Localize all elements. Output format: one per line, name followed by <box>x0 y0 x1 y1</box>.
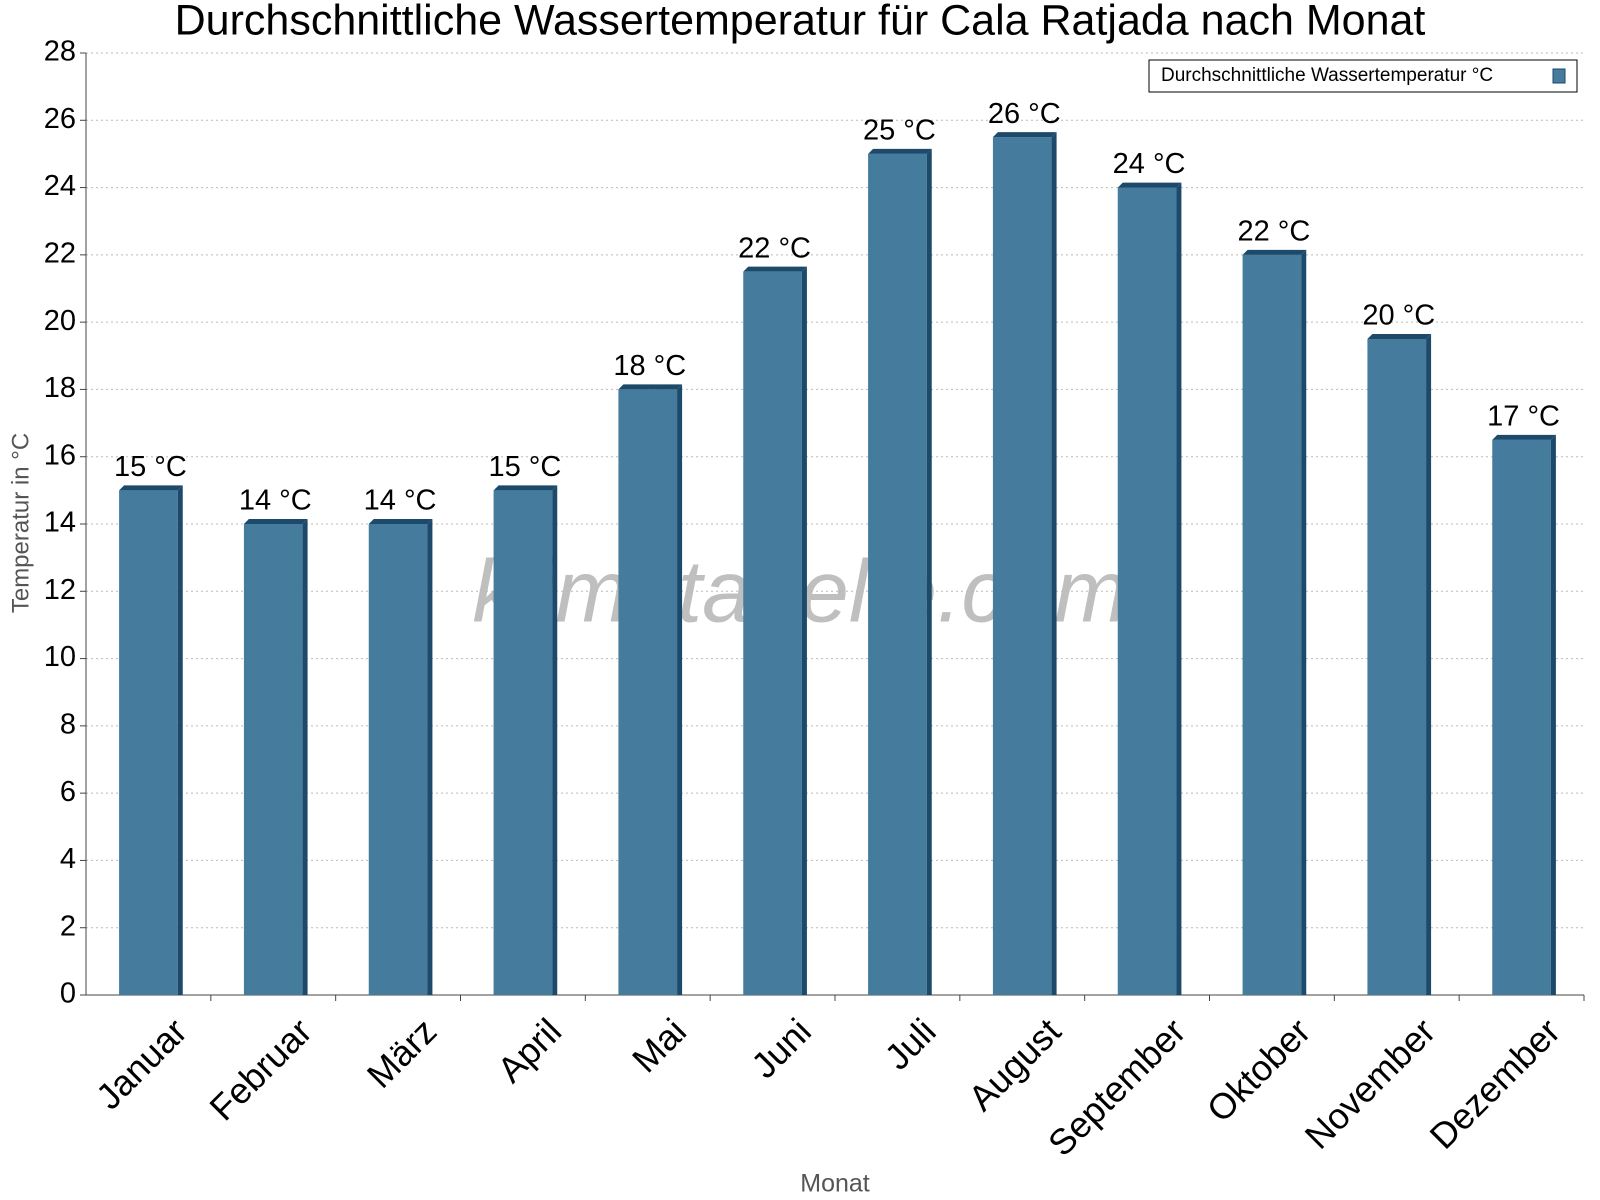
bar <box>243 524 303 995</box>
x-tick-label: Januar <box>88 1010 195 1117</box>
y-tick-label: 22 <box>44 238 76 270</box>
bar <box>493 490 553 995</box>
x-tick-label: Oktober <box>1199 1010 1319 1130</box>
bar-side <box>801 266 807 995</box>
bar-side <box>302 519 308 995</box>
y-tick-label: 0 <box>60 978 76 1010</box>
bar-side <box>677 384 683 995</box>
bar <box>743 271 802 995</box>
y-tick-label: 26 <box>44 103 76 135</box>
value-label: 24 °C <box>1113 148 1186 180</box>
bar-side <box>1301 249 1307 995</box>
bar <box>1367 338 1427 995</box>
bar-top <box>1492 434 1556 440</box>
bar <box>1242 254 1302 995</box>
value-label: 14 °C <box>364 485 437 517</box>
bar <box>1117 187 1177 996</box>
y-axis-label: Temperatur in °C <box>7 433 34 613</box>
y-tick-label: 28 <box>44 36 76 68</box>
bar-side <box>427 519 433 995</box>
x-tick-label: Dezember <box>1421 1010 1567 1156</box>
bar-side <box>1176 182 1182 996</box>
x-tick-label: November <box>1297 1010 1443 1156</box>
bar-top <box>1242 249 1307 255</box>
bar-top <box>1117 182 1182 188</box>
bar-top <box>1367 333 1432 339</box>
value-label: 22 °C <box>738 232 811 264</box>
value-label: 14 °C <box>239 485 312 517</box>
x-tick-label: Juli <box>877 1010 944 1077</box>
bar <box>868 153 927 995</box>
x-tick-label: April <box>489 1010 569 1090</box>
y-tick-label: 14 <box>44 507 76 539</box>
x-axis-label: Monat <box>800 1170 870 1198</box>
x-tick-label: Februar <box>201 1010 319 1128</box>
bar-top <box>618 384 683 390</box>
y-tick-label: 18 <box>44 372 76 404</box>
y-tick-label: 10 <box>44 641 76 673</box>
bar <box>368 524 428 995</box>
x-tick-label: Juni <box>743 1010 819 1086</box>
y-tick-label: 8 <box>60 709 76 741</box>
bar-side <box>1426 333 1432 995</box>
value-label: 15 °C <box>114 451 187 483</box>
legend-label: Durchschnittliche Wassertemperatur °C <box>1161 65 1493 86</box>
value-label: 25 °C <box>863 115 936 147</box>
y-tick-label: 20 <box>44 305 76 337</box>
value-label: 18 °C <box>613 350 686 382</box>
bar-side <box>926 148 932 995</box>
bar-top <box>868 148 932 154</box>
bar-top <box>992 132 1057 138</box>
bar-side <box>552 485 558 995</box>
bar-side <box>177 485 183 995</box>
x-tick-label: März <box>359 1010 445 1096</box>
y-tick-label: 2 <box>60 910 76 942</box>
bar <box>119 490 178 995</box>
legend-box <box>1148 59 1578 93</box>
y-tick-label: 24 <box>44 170 76 202</box>
bar-side <box>1051 132 1057 995</box>
x-tick-label: August <box>960 1010 1068 1118</box>
bar-top <box>368 519 433 524</box>
bar <box>618 389 678 995</box>
bar-side <box>1550 434 1556 996</box>
bar-top <box>119 485 183 491</box>
value-label: 17 °C <box>1487 401 1560 433</box>
value-label: 22 °C <box>1237 216 1310 248</box>
y-tick-label: 6 <box>60 776 76 808</box>
value-label: 26 °C <box>988 98 1061 130</box>
bar-top <box>243 519 308 524</box>
value-label: 15 °C <box>488 451 561 483</box>
chart-title: Durchschnittliche Wassertemperatur für C… <box>175 0 1426 44</box>
bar <box>1492 439 1551 996</box>
y-tick-label: 16 <box>44 439 76 471</box>
bar-top <box>493 485 558 491</box>
bar-top <box>743 266 807 272</box>
y-tick-label: 4 <box>60 843 76 875</box>
bar <box>992 137 1052 995</box>
legend-swatch <box>1552 68 1566 84</box>
value-label: 20 °C <box>1362 300 1435 332</box>
y-tick-label: 12 <box>44 574 76 606</box>
x-tick-label: Mai <box>624 1010 694 1080</box>
x-tick-label: September <box>1040 1010 1194 1164</box>
